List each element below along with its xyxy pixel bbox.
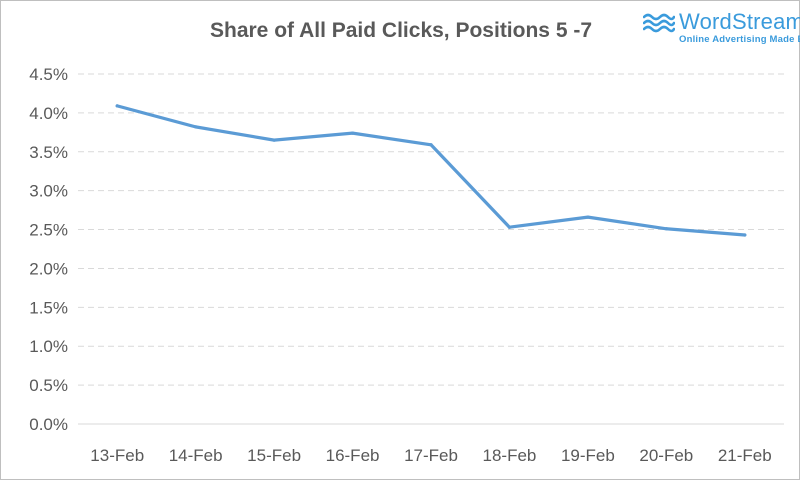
y-tick-label: 0.5% — [29, 376, 68, 395]
series-line — [115, 104, 747, 237]
y-tick-label: 1.0% — [29, 337, 68, 356]
y-tick-label: 3.5% — [29, 143, 68, 162]
data-point — [743, 233, 747, 237]
data-point — [350, 131, 355, 135]
x-tick-label: 17-Feb — [404, 446, 458, 465]
data-point — [586, 215, 590, 219]
chart-title: Share of All Paid Clicks, Positions 5 -7 — [210, 19, 592, 42]
y-tick-label: 1.5% — [29, 298, 68, 317]
data-point — [194, 125, 198, 129]
y-tick-label: 2.0% — [29, 259, 68, 278]
logo-tagline: Online Advertising Made Easy — [679, 34, 800, 45]
x-tick-label: 15-Feb — [247, 446, 301, 465]
y-tick-label: 3.0% — [29, 182, 68, 201]
wave-logo-icon — [643, 13, 675, 33]
y-tick-label: 4.0% — [29, 104, 68, 123]
data-point — [429, 143, 433, 147]
x-tick-label: 13-Feb — [90, 446, 144, 465]
x-tick-label: 18-Feb — [483, 446, 537, 465]
y-tick-label: 2.5% — [29, 221, 68, 240]
gridlines — [78, 73, 784, 425]
x-tick-label: 14-Feb — [169, 446, 223, 465]
x-tick-label: 20-Feb — [639, 446, 693, 465]
data-point — [664, 227, 668, 231]
series-group — [115, 104, 747, 237]
y-tick-label: 0.0% — [29, 415, 68, 434]
x-tick-label: 16-Feb — [326, 446, 380, 465]
data-point — [115, 104, 119, 108]
x-axis-ticks: 13-Feb 14-Feb 15-Feb 16-Feb 17-Feb 18-Feb 19-F… — [90, 446, 771, 465]
y-axis-ticks: 0.0% 0.5% 1.0% 1.5% 2.0% 2.5% 3.0% 3.5% 4.0% 4.5% — [29, 65, 68, 434]
x-tick-label: 21-Feb — [718, 446, 772, 465]
x-tick-label: 19-Feb — [561, 446, 615, 465]
y-tick-label: 4.5% — [29, 65, 68, 84]
data-point — [507, 225, 512, 229]
data-point — [272, 138, 276, 142]
logo-name: WordStream — [679, 9, 800, 34]
wordstream-logo: WordStream Online Advertising Made Easy — [639, 5, 800, 47]
